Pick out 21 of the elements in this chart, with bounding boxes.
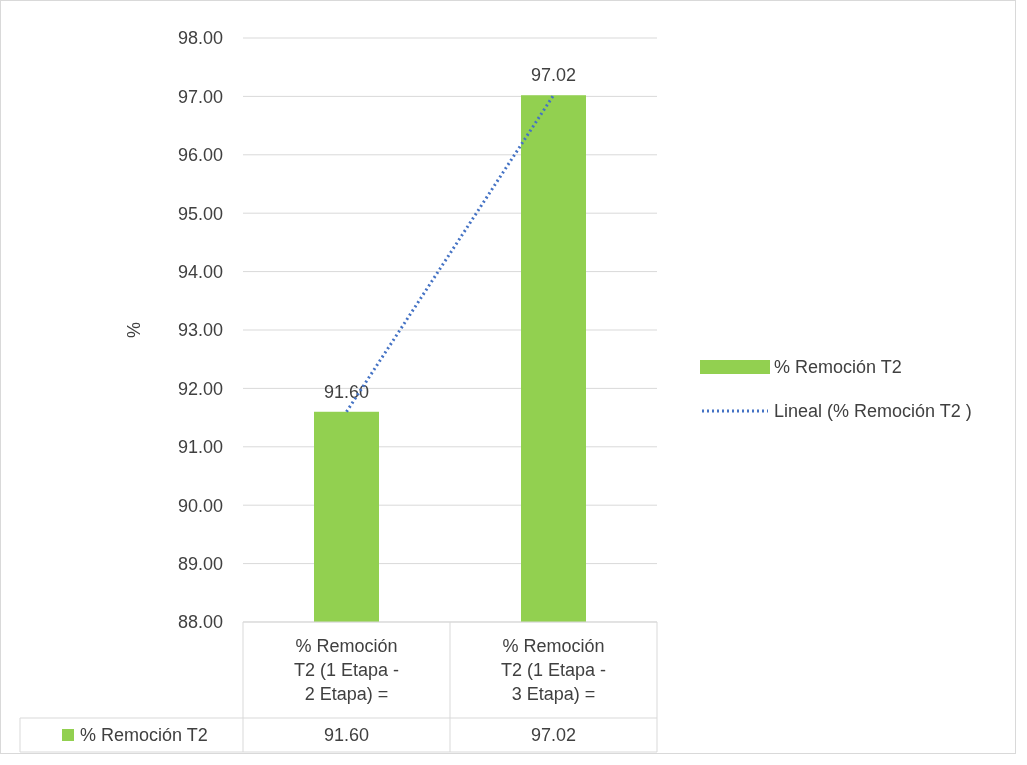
y-tick-label: 92.00 <box>177 378 223 399</box>
y-tick-label: 94.00 <box>177 261 223 282</box>
data-label: 97.02 <box>530 725 577 746</box>
y-tick-label: 95.00 <box>177 203 223 224</box>
y-tick-label: 98.00 <box>177 28 223 49</box>
y-tick-label: 88.00 <box>177 612 223 633</box>
x-tick-label: % Remoción T2 (1 Etapa - 3 Etapa) = <box>500 636 607 705</box>
y-axis-title: % <box>124 321 144 339</box>
y-tick-label: 93.00 <box>177 320 223 341</box>
legend-label: % Remoción T2 <box>80 725 208 746</box>
x-tick-label: % Remoción T2 (1 Etapa - 2 Etapa) = <box>293 636 400 705</box>
y-tick-label: 90.00 <box>177 495 223 516</box>
text: 97.02 <box>530 65 577 86</box>
text: 91.60 <box>323 381 370 402</box>
y-tick-label: 91.00 <box>177 437 223 458</box>
y-tick-label: 96.00 <box>177 145 223 166</box>
text: % Remoción T2 <box>774 357 902 378</box>
y-tick-label: 89.00 <box>177 553 223 574</box>
data-label: 91.60 <box>323 725 370 746</box>
legend-label: Lineal (% Remoción T2 ) <box>774 401 972 422</box>
y-tick-label: 97.00 <box>177 86 223 107</box>
